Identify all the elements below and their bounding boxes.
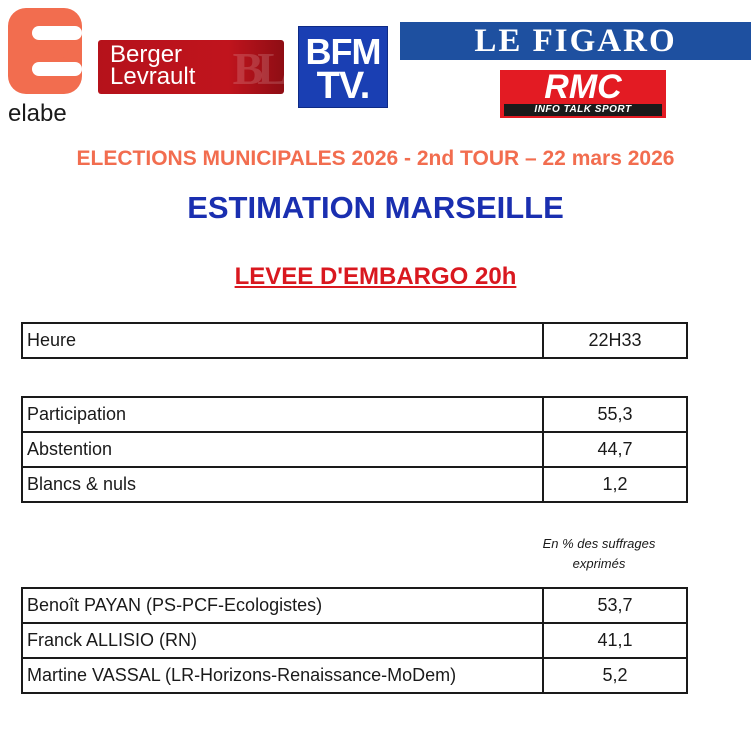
- bfmtv-line1: BFM: [305, 31, 382, 72]
- candidate-score: 53,7: [542, 587, 688, 624]
- participation-value: 55,3: [542, 396, 688, 433]
- rmc-tagline: INFO TALK SPORT: [504, 104, 662, 116]
- candidate-name: Benoît PAYAN (PS-PCF-Ecologistes): [21, 587, 544, 624]
- table-row: Franck ALLISIO (RN) 41,1: [21, 622, 688, 659]
- berger-levrault-mark: BL: [232, 43, 284, 94]
- participation-label: Participation: [21, 396, 544, 433]
- election-heading: ELECTIONS MUNICIPALES 2026 - 2nd TOUR – …: [76, 147, 675, 170]
- berger-levrault-line1: Berger: [110, 41, 183, 68]
- abstention-label: Abstention: [21, 431, 544, 468]
- estimation-title: ESTIMATION MARSEILLE: [187, 190, 564, 225]
- elabe-e-icon: [8, 8, 82, 94]
- bfmtv-line2: TV.: [316, 65, 371, 107]
- results-table: Benoît PAYAN (PS-PCF-Ecologistes) 53,7 F…: [21, 587, 688, 694]
- abstention-value: 44,7: [542, 431, 688, 468]
- suffrages-note-line2: exprimés: [572, 556, 626, 571]
- turnout-table: Participation 55,3 Abstention 44,7 Blanc…: [21, 396, 688, 503]
- suffrages-note-line1: En % des suffrages: [542, 536, 656, 551]
- candidate-name: Martine VASSAL (LR-Horizons-Renaissance-…: [21, 657, 544, 694]
- candidate-score: 5,2: [542, 657, 688, 694]
- table-row: Abstention 44,7: [21, 431, 688, 468]
- bfmtv-logo: BFM TV.: [298, 26, 388, 108]
- embargo-heading: LEVEE D'EMBARGO 20h: [234, 263, 517, 290]
- table-row: Martine VASSAL (LR-Horizons-Renaissance-…: [21, 657, 688, 694]
- table-row: Benoît PAYAN (PS-PCF-Ecologistes) 53,7: [21, 587, 688, 624]
- table-row: Blancs & nuls 1,2: [21, 466, 688, 503]
- rmc-logo: RMC INFO TALK SPORT: [500, 70, 666, 118]
- time-label: Heure: [21, 322, 544, 359]
- blank-votes-label: Blancs & nuls: [21, 466, 544, 503]
- le-figaro-logo: LE FIGARO: [400, 22, 751, 60]
- elabe-wordmark: elabe: [8, 100, 67, 127]
- berger-levrault-line2: Levrault: [110, 63, 196, 90]
- berger-levrault-logo: BL Berger Levrault: [98, 40, 284, 94]
- suffrages-note: En % des suffrages exprimés: [536, 534, 662, 574]
- rmc-wordmark: RMC: [544, 68, 622, 106]
- table-row: Participation 55,3: [21, 396, 688, 433]
- time-table: Heure 22H33: [21, 322, 688, 359]
- candidate-name: Franck ALLISIO (RN): [21, 622, 544, 659]
- elabe-logo: elabe: [8, 8, 88, 127]
- table-row: Heure 22H33: [21, 322, 688, 359]
- time-value: 22H33: [542, 322, 688, 359]
- candidate-score: 41,1: [542, 622, 688, 659]
- blank-votes-value: 1,2: [542, 466, 688, 503]
